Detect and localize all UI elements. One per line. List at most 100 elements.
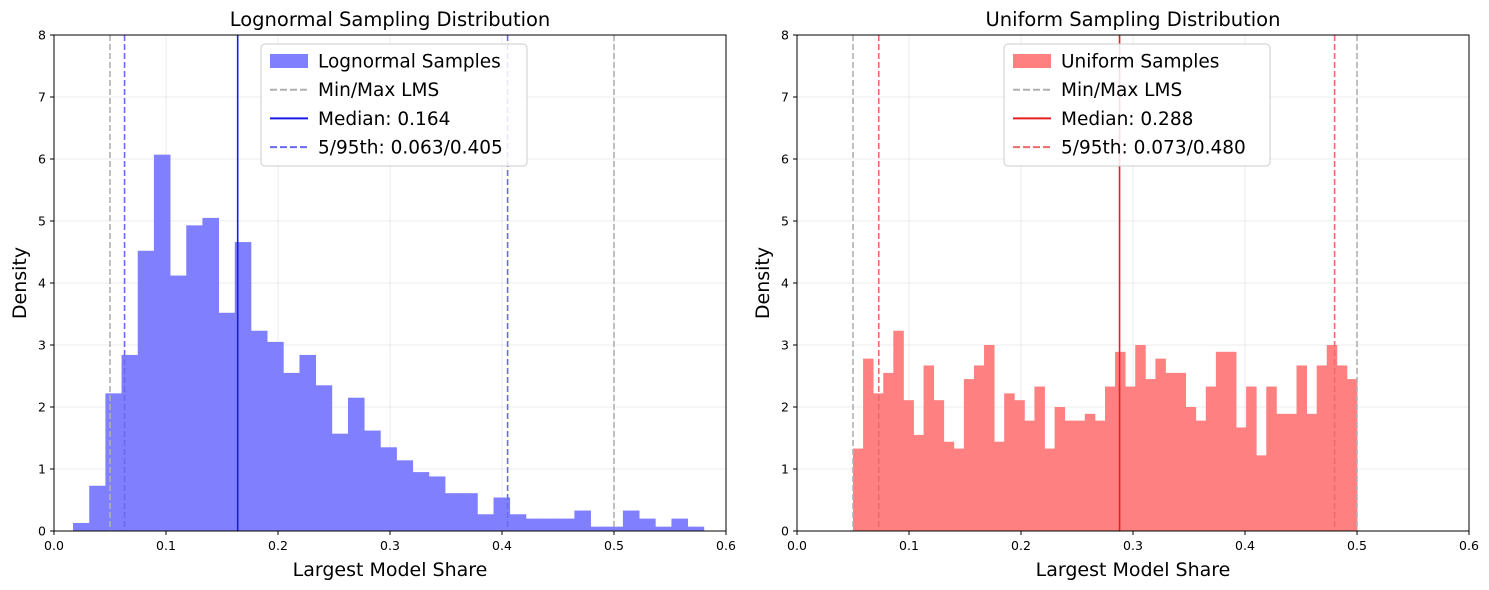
histogram-bar: [984, 345, 995, 531]
legend-label: Lognormal Samples: [318, 52, 501, 73]
histogram-bar: [428, 476, 446, 531]
histogram-bar: [913, 434, 924, 531]
histogram-bar: [1286, 413, 1297, 531]
histogram-bar: [558, 518, 575, 531]
histogram-bar: [218, 312, 236, 531]
y-tick-label: 5: [781, 214, 789, 229]
histogram-bar: [1125, 386, 1136, 531]
y-tick-label: 6: [781, 152, 789, 167]
histogram-bar: [461, 493, 478, 531]
x-tick-label: 0.3: [1123, 538, 1143, 553]
histogram-bar: [153, 154, 171, 531]
histogram-bar: [1014, 400, 1025, 531]
histogram-bar: [1276, 413, 1287, 531]
histogram-bar: [1064, 420, 1076, 531]
legend-patch: [1013, 54, 1051, 68]
histogram-bar: [299, 354, 317, 531]
histogram-bar: [933, 400, 945, 531]
x-tick-label: 0.2: [1011, 538, 1031, 553]
histogram-bar: [1044, 448, 1055, 531]
y-tick-label: 5: [38, 214, 46, 229]
lognormal-chart: 0.0 0.1 0.2 0.3 0.4 0.5 0.6 0 1 2 3 4 5 6 7 8 Lognormal …: [9, 8, 736, 581]
histogram-bar: [1074, 420, 1086, 531]
y-axis-label: Density: [752, 247, 774, 319]
histogram-bar: [1266, 386, 1277, 531]
histogram-bar: [121, 354, 139, 531]
histogram-bar: [1135, 345, 1146, 531]
legend-label: 5/95th: 0.073/0.480: [1061, 138, 1246, 159]
x-tick-label: 0.5: [1347, 538, 1367, 553]
chart-title: Lognormal Sampling Distribution: [230, 8, 551, 31]
y-tick-label: 0: [38, 524, 46, 539]
histogram-bar: [1215, 351, 1227, 531]
histogram-bar: [1054, 407, 1066, 531]
histogram-bar: [1165, 372, 1176, 531]
legend-box: [1003, 43, 1271, 167]
y-tick-label: 3: [38, 338, 46, 353]
histogram-bar: [1145, 379, 1156, 531]
histogram-bar: [493, 497, 511, 531]
histogram-bar: [1336, 365, 1348, 531]
histogram-bar: [655, 526, 672, 531]
histogram-bar: [953, 448, 965, 531]
histogram-bar: [445, 493, 462, 531]
histogram-bar: [315, 385, 333, 531]
legend: Uniform Samples Min/Max LMS Median: 0.288 5…: [1003, 43, 1271, 167]
histogram-bar: [509, 514, 527, 531]
histogram-bar: [893, 330, 904, 531]
legend-patch: [270, 54, 308, 68]
y-tick-label: 2: [38, 400, 46, 415]
histogram-bar: [364, 430, 381, 531]
histogram-bar: [525, 518, 543, 531]
histogram-bar: [903, 400, 914, 531]
histogram-bar: [606, 526, 624, 531]
histogram-bar: [1346, 379, 1358, 531]
histogram-bar: [1225, 351, 1237, 531]
histogram-bar: [1296, 365, 1307, 531]
histogram-bar: [1306, 413, 1318, 531]
histogram-bar: [1236, 427, 1247, 531]
legend-label: Median: 0.164: [318, 109, 450, 130]
histogram-bar: [863, 358, 874, 531]
y-tick-label: 8: [781, 28, 789, 43]
y-tick-label: 6: [38, 152, 46, 167]
histogram-bar: [923, 365, 935, 531]
histogram-bar: [1084, 413, 1096, 531]
legend-label: Uniform Samples: [1061, 52, 1219, 73]
y-tick-label: 4: [38, 276, 46, 291]
y-tick-label: 1: [38, 462, 46, 477]
histogram-bar: [1034, 386, 1045, 531]
chart-title: Uniform Sampling Distribution: [986, 8, 1281, 31]
histogram-bar: [331, 433, 349, 531]
y-tick-label: 3: [781, 338, 789, 353]
legend-label: Min/Max LMS: [318, 80, 439, 101]
x-tick-label: 0.0: [787, 538, 807, 553]
histogram-bar: [89, 485, 106, 531]
x-tick-label: 0.4: [492, 538, 512, 553]
histogram-bar: [943, 441, 955, 531]
histogram-bar: [1195, 420, 1207, 531]
histogram-bar: [234, 242, 252, 531]
histogram-bar: [883, 372, 894, 531]
y-tick-label: 0: [781, 524, 789, 539]
legend-label: Min/Max LMS: [1061, 80, 1182, 101]
legend-label: Median: 0.288: [1061, 109, 1193, 130]
histogram-bar: [396, 460, 414, 531]
histogram-bar: [1175, 372, 1187, 531]
histogram-bar: [1246, 386, 1257, 531]
y-tick-label: 1: [781, 462, 789, 477]
histogram-bar: [963, 379, 975, 531]
histogram-bar: [283, 372, 300, 531]
histogram-bar: [202, 217, 219, 531]
legend-label: 5/95th: 0.063/0.405: [318, 138, 503, 159]
histogram-bar: [1105, 386, 1116, 531]
histogram-bar: [1094, 420, 1106, 531]
y-tick-label: 8: [38, 28, 46, 43]
y-tick-label: 2: [781, 400, 789, 415]
histogram-bar: [542, 518, 559, 531]
y-axis-label: Density: [9, 247, 31, 319]
y-tick-label: 7: [38, 90, 46, 105]
histogram-bar: [853, 448, 864, 531]
y-tick-label: 4: [781, 276, 789, 291]
